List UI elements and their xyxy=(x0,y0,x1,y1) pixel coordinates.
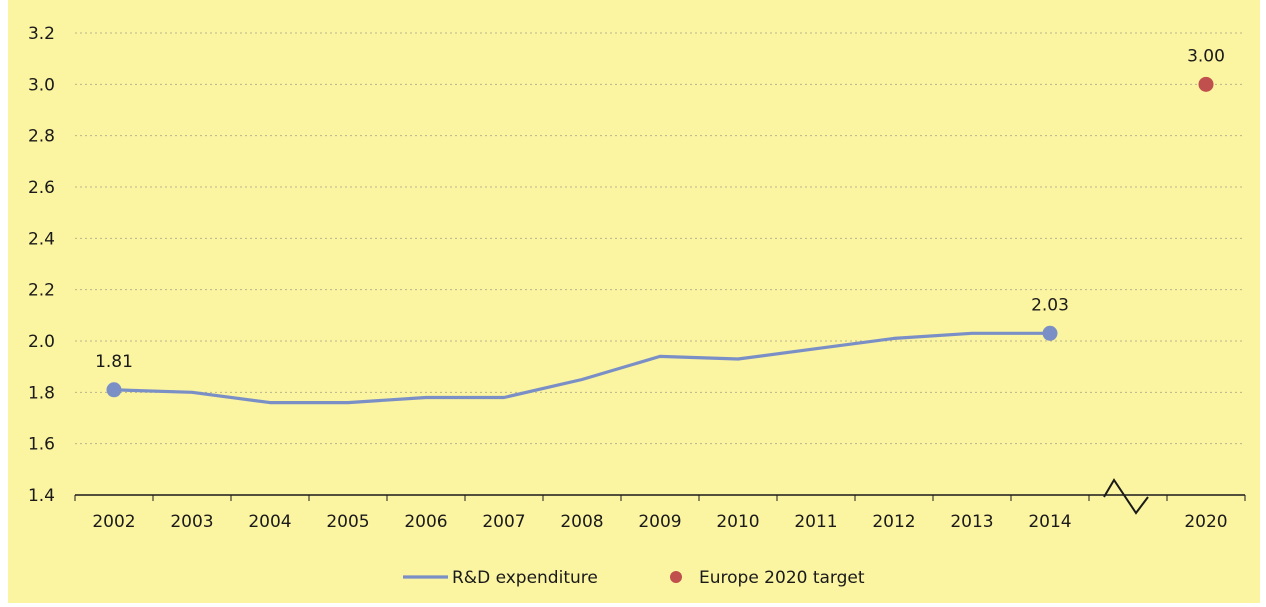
legend-swatch-dot xyxy=(670,571,682,583)
data-label: 3.00 xyxy=(1187,46,1225,66)
x-tick-label: 2013 xyxy=(950,512,993,532)
data-point-marker xyxy=(1042,325,1058,341)
x-tick-label: 2006 xyxy=(404,512,447,532)
y-tick-label: 2.6 xyxy=(28,178,55,198)
y-tick-label: 3.2 xyxy=(28,24,55,44)
x-tick-label: 2007 xyxy=(482,512,525,532)
x-tick-label: 2020 xyxy=(1184,512,1227,532)
y-tick-label: 1.6 xyxy=(28,435,55,455)
y-tick-label: 1.8 xyxy=(28,383,55,403)
x-tick-label: 2012 xyxy=(872,512,915,532)
x-tick-label: 2008 xyxy=(560,512,603,532)
data-label: 2.03 xyxy=(1031,295,1069,315)
y-tick-label: 2.2 xyxy=(28,281,55,301)
x-tick-label: 2003 xyxy=(170,512,213,532)
x-tick-label: 2009 xyxy=(638,512,681,532)
axis-break-mark xyxy=(1103,478,1149,515)
series-line-1 xyxy=(113,331,1050,405)
chart-background xyxy=(8,0,1260,603)
data-point-marker xyxy=(1198,76,1214,92)
data-label: 1.81 xyxy=(95,352,133,372)
x-tick-label: 2010 xyxy=(716,512,759,532)
y-tick-label: 2.0 xyxy=(28,332,55,352)
x-tick-label: 2004 xyxy=(248,512,291,532)
legend-label: Europe 2020 target xyxy=(699,568,865,588)
y-tick-label: 2.4 xyxy=(28,229,55,249)
y-tick-label: 2.8 xyxy=(28,127,55,147)
x-tick-label: 2005 xyxy=(326,512,369,532)
y-tick-label: 3.0 xyxy=(28,75,55,95)
x-tick-label: 2014 xyxy=(1028,512,1071,532)
legend-label: R&D expenditure xyxy=(452,568,598,588)
y-tick-label: 1.4 xyxy=(28,486,55,506)
x-tick-label: 2011 xyxy=(794,512,837,532)
data-point-marker xyxy=(106,382,122,398)
x-tick-label: 2002 xyxy=(92,512,135,532)
